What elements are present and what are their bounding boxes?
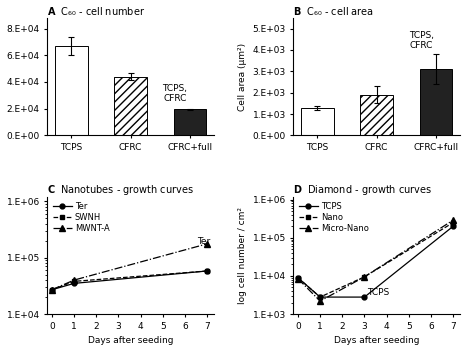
Bar bbox=[301, 108, 334, 135]
Bar bbox=[114, 77, 147, 135]
Legend: TCPS, Nano, Micro-Nano: TCPS, Nano, Micro-Nano bbox=[298, 201, 371, 235]
MWNT-A bbox=[71, 278, 77, 282]
SWNH bbox=[204, 269, 210, 273]
TCPS bbox=[295, 276, 301, 280]
Nano bbox=[317, 295, 323, 299]
SWNH bbox=[49, 288, 55, 292]
Line: Micro-Nano: Micro-Nano bbox=[295, 217, 456, 304]
SWNH bbox=[71, 279, 77, 283]
Text: $\mathbf{C}$  Nanotubes - growth curves: $\mathbf{C}$ Nanotubes - growth curves bbox=[47, 182, 194, 197]
Text: TCPS,
CFRC: TCPS, CFRC bbox=[409, 30, 434, 50]
Bar bbox=[419, 69, 452, 135]
Text: TCPS: TCPS bbox=[367, 287, 389, 297]
Line: MWNT-A: MWNT-A bbox=[49, 241, 210, 292]
Ter bbox=[204, 269, 210, 273]
Bar bbox=[173, 109, 206, 135]
Legend: Ter, SWNH, MWNT-A: Ter, SWNH, MWNT-A bbox=[52, 201, 111, 235]
X-axis label: Days after seeding: Days after seeding bbox=[88, 336, 173, 345]
Text: $\mathbf{D}$  Diamond - growth curves: $\mathbf{D}$ Diamond - growth curves bbox=[293, 182, 433, 197]
Ter bbox=[71, 281, 77, 286]
Y-axis label: Cell area (μm²): Cell area (μm²) bbox=[238, 42, 247, 111]
Y-axis label: log cell number / cm²: log cell number / cm² bbox=[238, 207, 247, 304]
TCPS bbox=[317, 295, 323, 299]
Micro-Nano bbox=[317, 299, 323, 303]
Micro-Nano bbox=[362, 275, 367, 279]
Text: $\mathbf{A}$  C₆₀ - cell number: $\mathbf{A}$ C₆₀ - cell number bbox=[47, 5, 146, 17]
Micro-Nano bbox=[295, 277, 301, 281]
Micro-Nano bbox=[450, 218, 456, 222]
Line: Nano: Nano bbox=[295, 220, 456, 300]
Text: TCPS,
CFRC: TCPS, CFRC bbox=[163, 84, 188, 104]
Nano bbox=[450, 221, 456, 225]
Line: TCPS: TCPS bbox=[295, 224, 456, 300]
Line: Ter: Ter bbox=[49, 268, 210, 292]
Ter bbox=[49, 288, 55, 292]
Nano bbox=[295, 276, 301, 280]
TCPS bbox=[362, 295, 367, 299]
Nano bbox=[362, 275, 367, 279]
MWNT-A bbox=[49, 288, 55, 292]
Y-axis label: log cell number / cm²: log cell number / cm² bbox=[0, 207, 1, 304]
Bar bbox=[55, 46, 88, 135]
Text: Ter: Ter bbox=[197, 237, 210, 246]
TCPS bbox=[450, 224, 456, 228]
MWNT-A bbox=[204, 242, 210, 246]
Line: SWNH: SWNH bbox=[49, 268, 210, 292]
Y-axis label: Cells / cm²: Cells / cm² bbox=[0, 53, 1, 101]
X-axis label: Days after seeding: Days after seeding bbox=[334, 336, 419, 345]
Bar bbox=[360, 95, 393, 135]
Text: $\mathbf{B}$  C₆₀ - cell area: $\mathbf{B}$ C₆₀ - cell area bbox=[293, 5, 374, 17]
